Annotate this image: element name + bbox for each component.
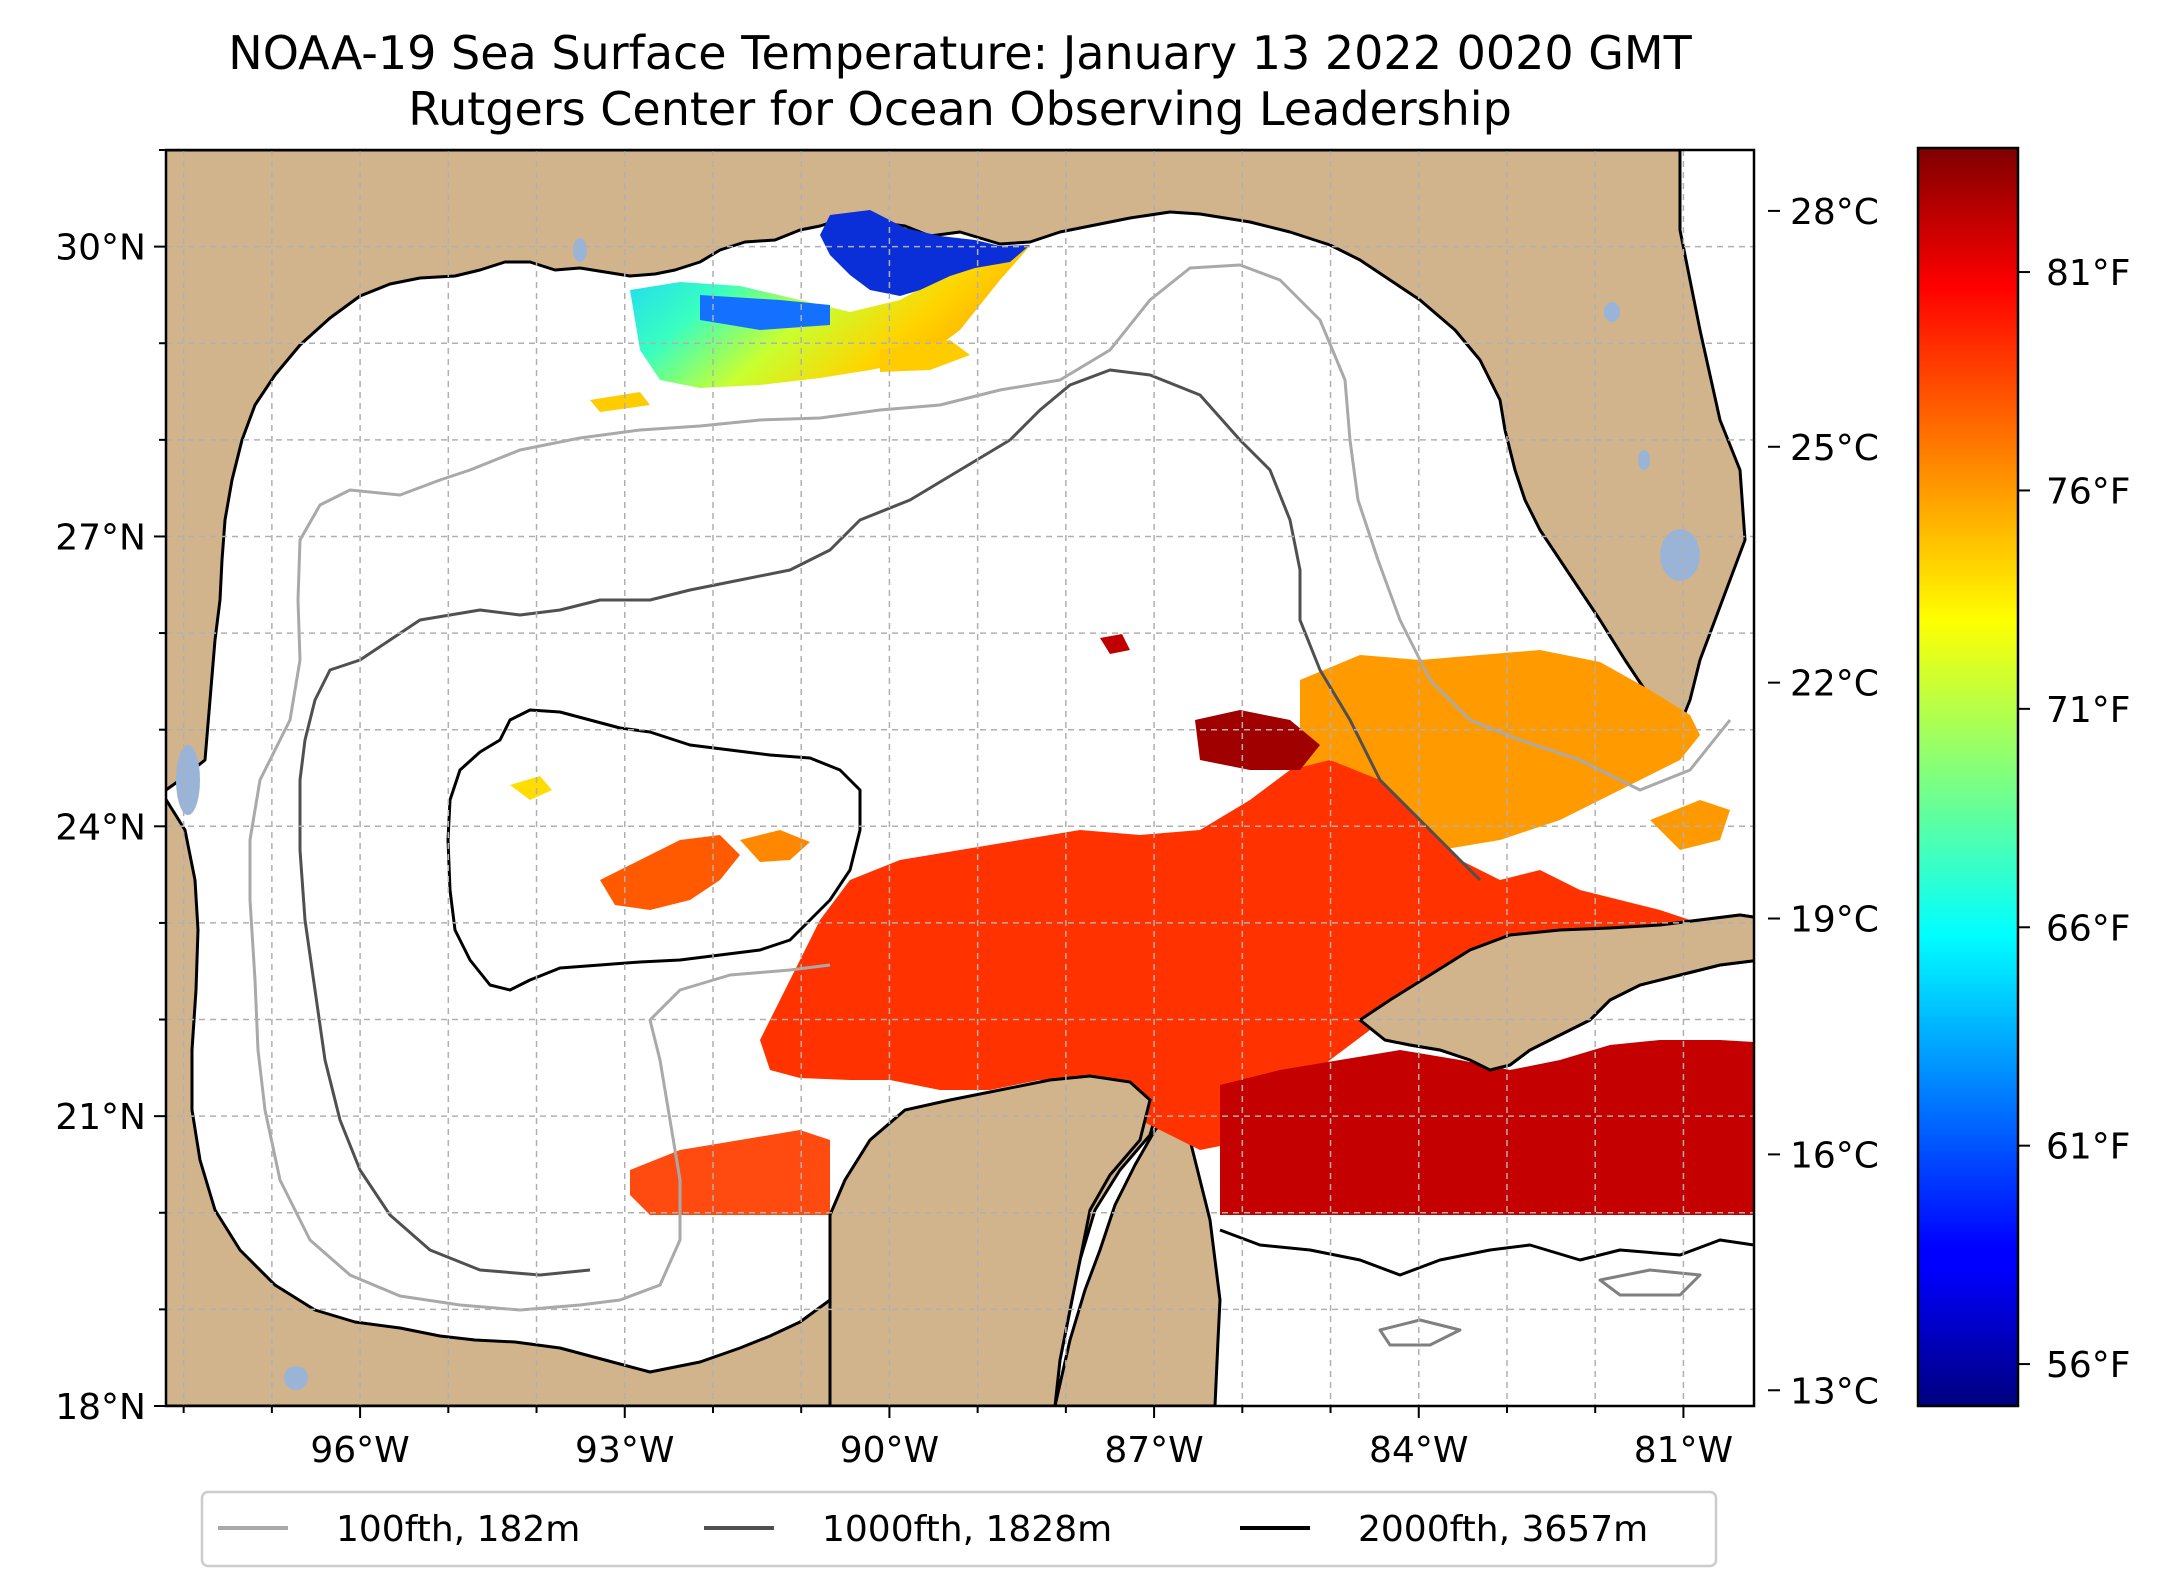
- celsius-tick-label: 25°C: [1790, 428, 1879, 469]
- fahrenheit-tick-label: 56°F: [2046, 1345, 2131, 1386]
- bathymetry-contours: [248, 263, 1754, 1347]
- sst-caribbean: [1220, 1040, 1754, 1215]
- lat-tick-label: 18°N: [55, 1387, 146, 1428]
- chart-subtitle: Rutgers Center for Ocean Observing Leade…: [408, 82, 1512, 136]
- celsius-tick-label: 19°C: [1790, 900, 1879, 941]
- legend-label-1000fth: 1000fth, 1828m: [822, 1509, 1112, 1550]
- lat-tick-label: 21°N: [55, 1097, 146, 1138]
- fahrenheit-tick-label: 61°F: [2046, 1127, 2131, 1168]
- colorbar-celsius-ticks: 28°C 25°C 22°C 19°C 16°C 13°C: [1768, 192, 1879, 1412]
- gridlines: [166, 150, 1754, 1406]
- fahrenheit-tick-label: 81°F: [2046, 253, 2131, 294]
- legend-label-2000fth: 2000fth, 3657m: [1358, 1509, 1648, 1550]
- legend-label-100fth: 100fth, 182m: [336, 1509, 580, 1550]
- celsius-tick-label: 22°C: [1790, 664, 1879, 705]
- lon-tick-label: 96°W: [310, 1430, 409, 1471]
- lat-tick-label: 30°N: [55, 228, 146, 269]
- contour-2000fth: [446, 708, 862, 992]
- celsius-tick-label: 28°C: [1790, 192, 1879, 233]
- lat-tick-label: 24°N: [55, 807, 146, 848]
- sst-data: [510, 210, 1754, 1215]
- colorbar: 28°C 25°C 22°C 19°C 16°C 13°C 81°F 76°F 71°F 66°…: [1768, 146, 2131, 1412]
- lon-tick-label: 87°W: [1104, 1430, 1203, 1471]
- latitude-ticks: 18°N 21°N 24°N 27°N 30°N: [55, 149, 166, 1428]
- fahrenheit-tick-label: 76°F: [2046, 471, 2131, 512]
- lon-tick-label: 93°W: [575, 1430, 674, 1471]
- lon-tick-label: 84°W: [1369, 1430, 1468, 1471]
- fahrenheit-tick-label: 66°F: [2046, 908, 2131, 949]
- map-frame: [164, 148, 1756, 1408]
- colorbar-gradient: [1918, 148, 2018, 1406]
- celsius-tick-label: 13°C: [1790, 1371, 1879, 1412]
- legend: 100fth, 182m 1000fth, 1828m 2000fth, 365…: [200, 1490, 1718, 1568]
- legend-box: [200, 1490, 1718, 1568]
- colorbar-fahrenheit-ticks: 81°F 76°F 71°F 66°F 61°F 56°F: [2018, 253, 2131, 1386]
- lon-tick-label: 90°W: [840, 1430, 939, 1471]
- lat-tick-label: 27°N: [55, 517, 146, 558]
- map-area: [166, 150, 1754, 1406]
- lake-okeechobee: [1660, 529, 1700, 581]
- contour-1000fth: [298, 368, 1482, 1277]
- celsius-tick-label: 16°C: [1790, 1135, 1879, 1176]
- fahrenheit-tick-label: 71°F: [2046, 690, 2131, 731]
- lakes: [176, 238, 1700, 1390]
- longitude-ticks: 96°W 93°W 90°W 87°W 84°W 81°W: [182, 1406, 1733, 1471]
- chart-title: NOAA-19 Sea Surface Temperature: January…: [228, 26, 1692, 80]
- contour-100fth: [248, 263, 1732, 1312]
- sst-cold-patch: [820, 210, 1030, 296]
- lon-tick-label: 81°W: [1634, 1430, 1733, 1471]
- colorbar-frame: [1916, 146, 2020, 1408]
